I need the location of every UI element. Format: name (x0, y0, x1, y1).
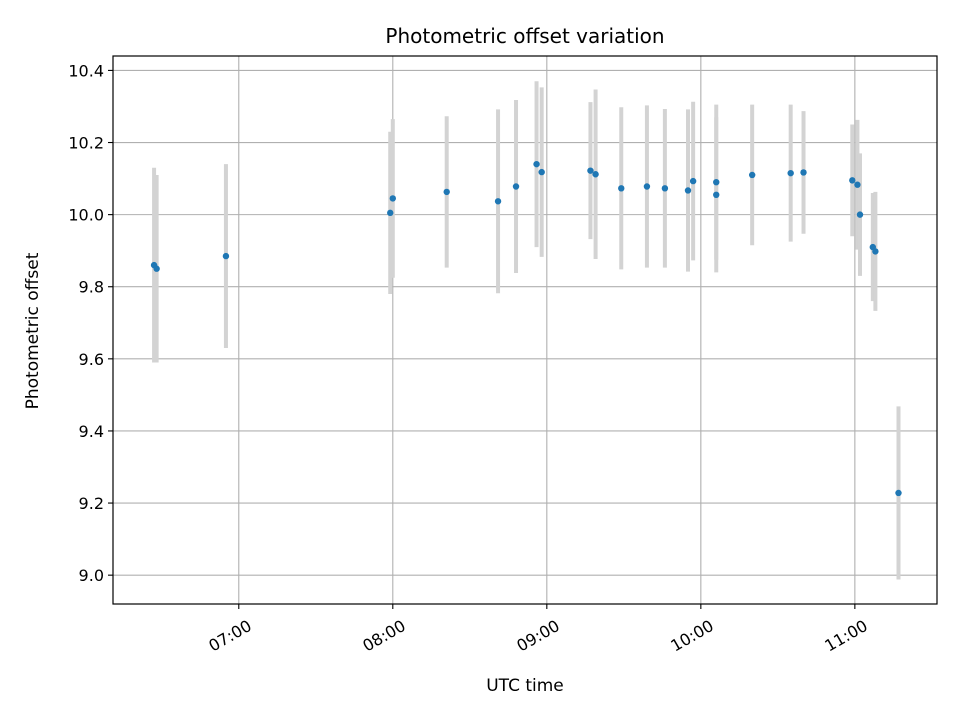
data-point (443, 188, 450, 196)
data-point (592, 171, 599, 178)
plot-frame (112, 55, 938, 605)
y-tick-label: 9.2 (79, 494, 104, 513)
data-point (713, 178, 720, 186)
y-axis-ticks: 9.0 9.2 9.4 9.6 9.8 10.0 10.2 10.4 (68, 61, 113, 585)
y-tick-label: 9.8 (79, 278, 104, 297)
y-axis-label: Photometric offset (23, 252, 43, 409)
y-tick-label: 10.4 (68, 61, 104, 80)
data-point (787, 169, 794, 177)
data-point (494, 198, 502, 205)
data-point (387, 209, 394, 217)
data-point (713, 191, 720, 199)
grid (113, 56, 937, 604)
y-tick-label: 9.4 (79, 422, 104, 441)
data-point (389, 195, 397, 202)
y-tick-label: 10.2 (68, 134, 104, 153)
chart-title: Photometric offset variation (385, 24, 664, 48)
data-point (684, 187, 692, 194)
data-point (512, 183, 520, 190)
data-point (689, 177, 697, 185)
data-point (800, 169, 807, 176)
data-point (643, 183, 651, 190)
data-point (587, 167, 594, 174)
data-point (748, 171, 756, 179)
data-point (153, 265, 160, 272)
data-point (538, 168, 545, 176)
y-tick-label: 10.0 (68, 206, 104, 225)
data-point (533, 160, 540, 168)
x-axis-label: UTC time (486, 676, 564, 696)
data-point (618, 185, 625, 192)
data-point (856, 211, 864, 218)
data-point (895, 489, 902, 497)
y-tick-label: 9.6 (79, 350, 104, 369)
data-point (222, 252, 230, 260)
data-point (661, 185, 669, 192)
data-points (150, 160, 902, 497)
data-point (849, 177, 856, 184)
data-point (854, 181, 861, 188)
y-tick-label: 9.0 (79, 566, 104, 585)
data-point (872, 248, 879, 255)
